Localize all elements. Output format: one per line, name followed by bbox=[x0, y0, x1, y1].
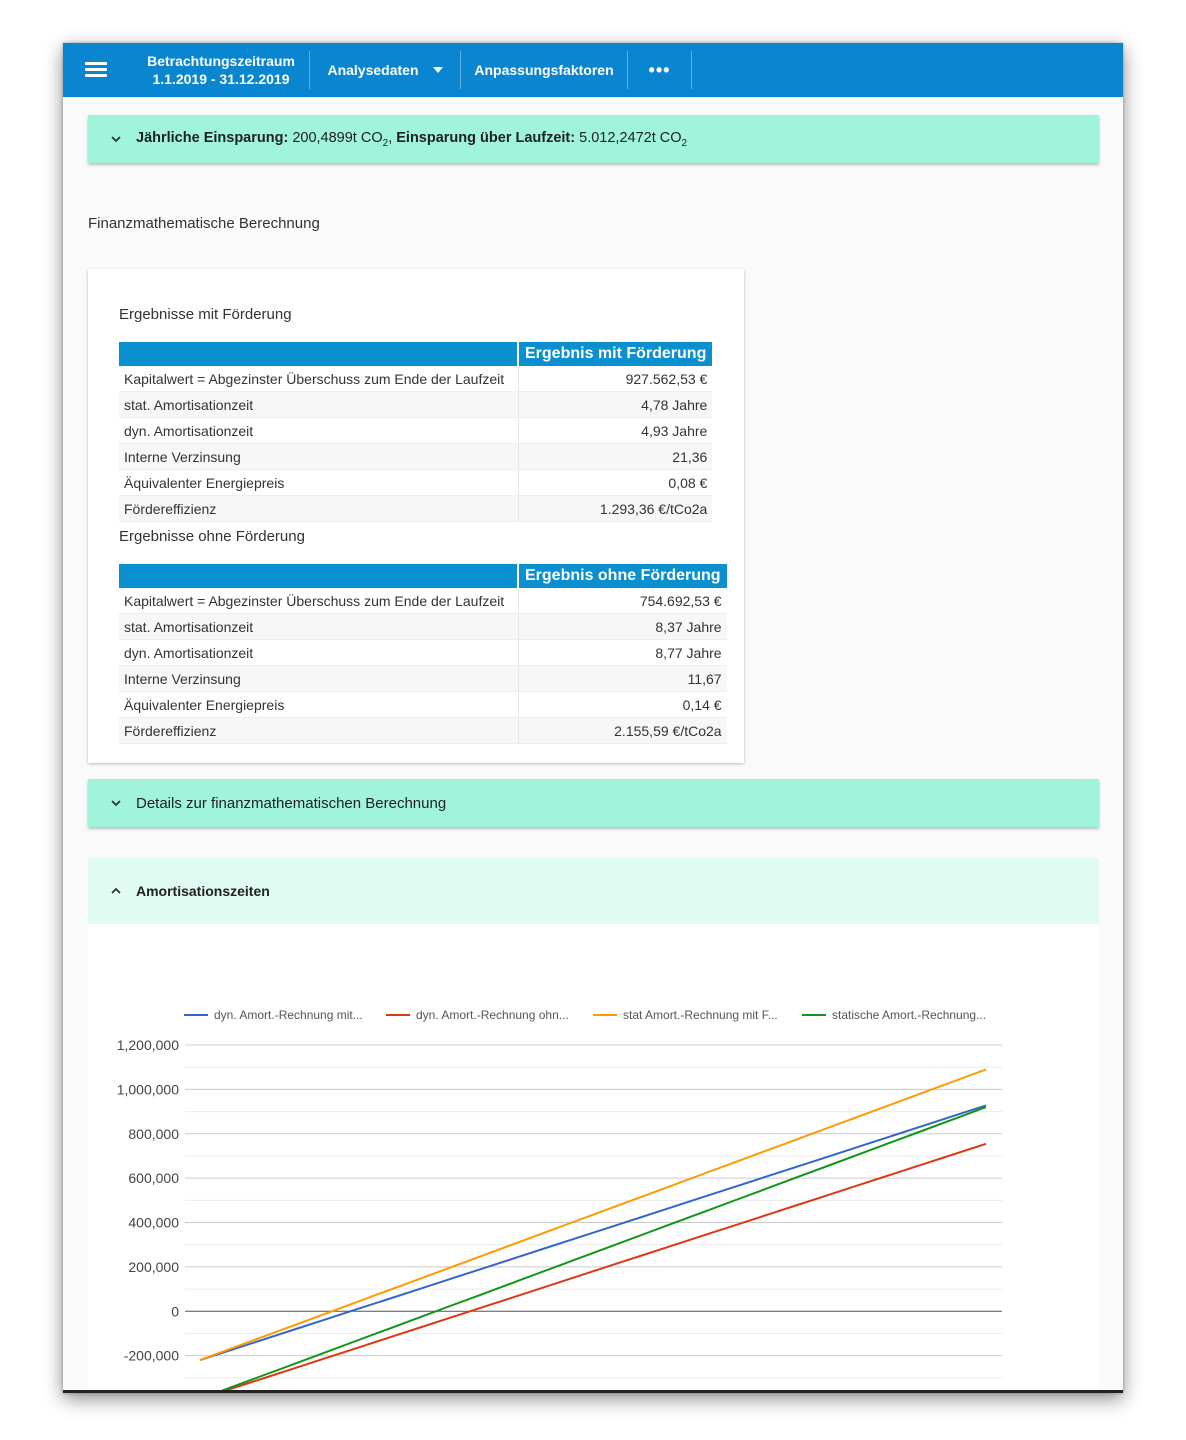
row-label: Kapitalwert = Abgezinster Überschuss zum… bbox=[119, 588, 518, 614]
series-line bbox=[214, 1142, 987, 1393]
table-row: dyn. Amortisationzeit 4,93 Jahre bbox=[119, 417, 713, 444]
table-row: Interne Verzinsung 21,36 bbox=[119, 443, 713, 470]
y-tick-label: 1,000,000 bbox=[117, 1081, 179, 1097]
table-row: Fördereffizienz 2.155,59 €/tCo2a bbox=[119, 717, 727, 744]
row-label: Fördereffizienz bbox=[119, 495, 518, 522]
results-without-funding-table: Ergebnis ohne Förderung Kapitalwert = Ab… bbox=[119, 564, 727, 744]
amortization-chart: -400,000-200,0000200,000400,000600,00080… bbox=[88, 924, 1099, 1393]
y-tick-label: 400,000 bbox=[128, 1215, 179, 1231]
legend-label: stat Amort.-Rechnung mit F... bbox=[623, 1008, 778, 1022]
row-label: dyn. Amortisationzeit bbox=[119, 639, 518, 666]
legend-label: statische Amort.-Rechnung... bbox=[832, 1008, 986, 1022]
row-value: 4,78 Jahre bbox=[517, 391, 713, 418]
row-value: 8,77 Jahre bbox=[517, 639, 727, 666]
row-value: 0,08 € bbox=[517, 469, 713, 496]
row-value: 1.293,36 €/tCo2a bbox=[517, 495, 713, 522]
amortization-line-chart: -400,000-200,0000200,000400,000600,00080… bbox=[117, 1008, 1002, 1393]
results-with-funding-table: Ergebnis mit Förderung Kapitalwert = Abg… bbox=[119, 342, 713, 522]
legend-label: dyn. Amort.-Rechnung mit... bbox=[214, 1008, 363, 1022]
without-funding-heading: Ergebnisse ohne Förderung bbox=[119, 528, 305, 545]
row-label: Äquivalenter Energiepreis bbox=[119, 469, 518, 496]
savings-summary-text: Jährliche Einsparung: 200,4899t CO2, Ein… bbox=[136, 129, 688, 149]
analysis-data-label: Analysedaten bbox=[327, 62, 419, 78]
amortization-panel-header[interactable]: Amortisationszeiten bbox=[88, 858, 1099, 924]
series-line bbox=[199, 1068, 987, 1362]
series-line bbox=[212, 1106, 987, 1393]
chevron-down-icon bbox=[111, 800, 121, 807]
dropdown-arrow-icon bbox=[432, 67, 443, 73]
analysis-data-menu[interactable]: Analysedaten bbox=[310, 43, 460, 97]
details-panel[interactable]: Details zur finanzmathematischen Berechn… bbox=[88, 779, 1099, 827]
row-label: dyn. Amortisationzeit bbox=[119, 417, 518, 444]
row-value: 21,36 bbox=[517, 443, 713, 470]
with-funding-heading: Ergebnisse mit Förderung bbox=[119, 306, 292, 323]
y-tick-label: 1,200,000 bbox=[117, 1037, 179, 1053]
row-value: 754.692,53 € bbox=[517, 588, 727, 614]
table-row: Äquivalenter Energiepreis 0,08 € bbox=[119, 469, 713, 496]
row-value: 4,93 Jahre bbox=[517, 417, 713, 444]
row-label: Fördereffizienz bbox=[119, 717, 518, 744]
savings-summary-panel[interactable]: Jährliche Einsparung: 200,4899t CO2, Ein… bbox=[88, 115, 1099, 163]
row-label: stat. Amortisationzeit bbox=[119, 613, 518, 640]
table-row: Kapitalwert = Abgezinster Überschuss zum… bbox=[119, 588, 727, 614]
column-header: Ergebnis mit Förderung bbox=[516, 342, 713, 366]
table-row: stat. Amortisationzeit 8,37 Jahre bbox=[119, 613, 727, 640]
period-title: Betrachtungszeitraum bbox=[147, 53, 295, 69]
column-header: Ergebnis ohne Förderung bbox=[517, 564, 727, 588]
legend-label: dyn. Amort.-Rechnung ohn... bbox=[416, 1008, 569, 1022]
table-row: dyn. Amortisationzeit 8,77 Jahre bbox=[119, 639, 727, 666]
app-window: Betrachtungszeitraum 1.1.2019 - 31.12.20… bbox=[63, 43, 1123, 1393]
more-options-icon[interactable]: ••• bbox=[648, 59, 671, 80]
table-row: Interne Verzinsung 11,67 bbox=[119, 665, 727, 692]
window-bottom-edge bbox=[63, 1390, 1123, 1393]
results-card: Ergebnisse mit Förderung Ergebnis mit Fö… bbox=[88, 269, 744, 763]
y-tick-label: 600,000 bbox=[128, 1170, 179, 1186]
chevron-down-icon bbox=[111, 136, 121, 143]
y-tick-label: -200,000 bbox=[124, 1348, 179, 1364]
row-value: 0,14 € bbox=[517, 691, 727, 718]
row-label: stat. Amortisationzeit bbox=[119, 391, 518, 418]
y-tick-label: 200,000 bbox=[128, 1259, 179, 1275]
period-range: 1.1.2019 - 31.12.2019 bbox=[152, 71, 290, 87]
row-label: Interne Verzinsung bbox=[119, 443, 518, 470]
menu-icon[interactable] bbox=[77, 55, 115, 85]
table-row: Äquivalenter Energiepreis 0,14 € bbox=[119, 691, 727, 718]
section-title: Finanzmathematische Berechnung bbox=[88, 215, 320, 232]
row-label: Äquivalenter Energiepreis bbox=[119, 691, 518, 718]
y-tick-label: 800,000 bbox=[128, 1126, 179, 1142]
table-row: Kapitalwert = Abgezinster Überschuss zum… bbox=[119, 366, 713, 392]
details-label: Details zur finanzmathematischen Berechn… bbox=[136, 794, 447, 812]
top-app-bar: Betrachtungszeitraum 1.1.2019 - 31.12.20… bbox=[63, 43, 1123, 97]
row-value: 2.155,59 €/tCo2a bbox=[517, 717, 727, 744]
row-label: Interne Verzinsung bbox=[119, 665, 518, 692]
row-label: Kapitalwert = Abgezinster Überschuss zum… bbox=[119, 366, 518, 392]
adjustment-factors-tab[interactable]: Anpassungsfaktoren bbox=[461, 43, 627, 97]
row-value: 11,67 bbox=[517, 665, 727, 692]
amortization-label: Amortisationszeiten bbox=[136, 883, 270, 899]
table-row: stat. Amortisationzeit 4,78 Jahre bbox=[119, 391, 713, 418]
chevron-up-icon bbox=[111, 887, 121, 894]
series-line bbox=[199, 1104, 987, 1362]
row-value: 927.562,53 € bbox=[517, 366, 713, 392]
row-value: 8,37 Jahre bbox=[517, 613, 727, 640]
y-tick-label: 0 bbox=[171, 1303, 179, 1319]
period-selector[interactable]: Betrachtungszeitraum 1.1.2019 - 31.12.20… bbox=[133, 43, 309, 97]
adjustment-factors-label: Anpassungsfaktoren bbox=[474, 62, 614, 78]
table-row: Fördereffizienz 1.293,36 €/tCo2a bbox=[119, 495, 713, 522]
